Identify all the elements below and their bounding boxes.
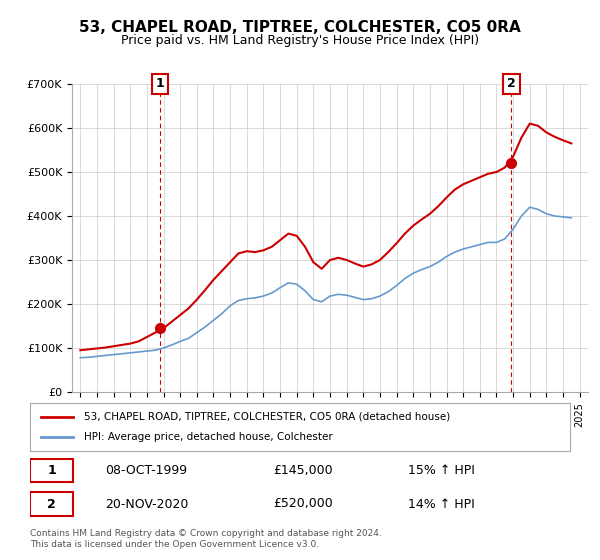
Text: 2: 2 (507, 77, 516, 91)
Text: 2: 2 (47, 497, 56, 511)
FancyBboxPatch shape (30, 459, 73, 482)
Text: 53, CHAPEL ROAD, TIPTREE, COLCHESTER, CO5 0RA (detached house): 53, CHAPEL ROAD, TIPTREE, COLCHESTER, CO… (84, 412, 450, 422)
Text: 14% ↑ HPI: 14% ↑ HPI (408, 497, 475, 511)
Text: HPI: Average price, detached house, Colchester: HPI: Average price, detached house, Colc… (84, 432, 333, 442)
Text: 08-OCT-1999: 08-OCT-1999 (106, 464, 188, 477)
Text: 20-NOV-2020: 20-NOV-2020 (106, 497, 189, 511)
Text: Price paid vs. HM Land Registry's House Price Index (HPI): Price paid vs. HM Land Registry's House … (121, 34, 479, 46)
Text: 15% ↑ HPI: 15% ↑ HPI (408, 464, 475, 477)
Text: £145,000: £145,000 (273, 464, 332, 477)
Text: 1: 1 (47, 464, 56, 477)
Text: 1: 1 (155, 77, 164, 91)
Text: 53, CHAPEL ROAD, TIPTREE, COLCHESTER, CO5 0RA: 53, CHAPEL ROAD, TIPTREE, COLCHESTER, CO… (79, 20, 521, 35)
Text: £520,000: £520,000 (273, 497, 333, 511)
FancyBboxPatch shape (30, 492, 73, 516)
Text: Contains HM Land Registry data © Crown copyright and database right 2024.
This d: Contains HM Land Registry data © Crown c… (30, 529, 382, 549)
